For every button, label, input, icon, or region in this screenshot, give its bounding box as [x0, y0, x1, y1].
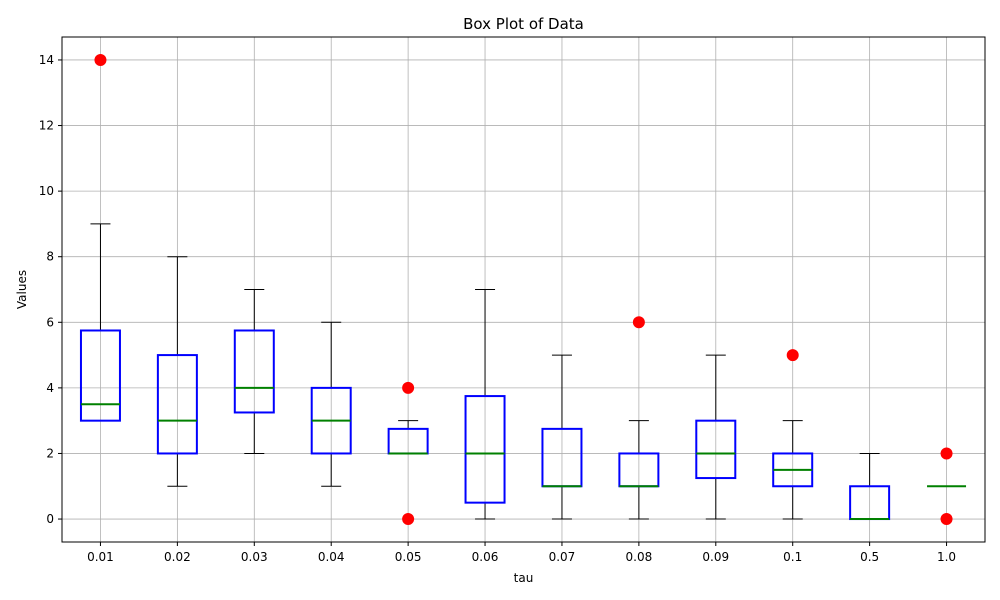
x-tick-label: 0.01	[87, 550, 114, 564]
x-tick-label: 0.04	[318, 550, 345, 564]
x-tick-label: 0.5	[860, 550, 879, 564]
x-tick-label: 0.09	[702, 550, 729, 564]
box-group-0-04	[310, 321, 352, 487]
box-group-0-05	[387, 381, 429, 526]
box-group-0-07	[541, 354, 583, 520]
y-tick-label: 2	[46, 446, 54, 460]
plot-frame	[61, 36, 986, 543]
y-tick-label: 10	[39, 184, 54, 198]
box-group-0-09	[695, 354, 737, 520]
outlier-point	[940, 513, 953, 526]
outlier-point	[786, 349, 799, 362]
y-tick-label: 0	[46, 512, 54, 526]
x-tick-label: 0.06	[472, 550, 499, 564]
y-tick-label: 4	[46, 381, 54, 395]
outlier-point	[402, 513, 415, 526]
x-tick-label: 0.05	[395, 550, 422, 564]
grid-layer	[62, 37, 985, 542]
x-tick-label: 1.0	[937, 550, 956, 564]
tick-layer: 0 2 4 6 8 10 12 14 0.01 0.02 0.03 0.04 0.05 0.06 0.07 0…	[39, 53, 956, 564]
box-group-0-02	[156, 256, 198, 487]
y-tick-label: 6	[46, 315, 54, 329]
box-iqr	[695, 419, 737, 480]
box-layer	[79, 53, 967, 526]
box-iqr	[79, 329, 121, 422]
x-tick-label: 0.1	[783, 550, 802, 564]
outlier-point	[94, 53, 107, 66]
box-group-0-01	[79, 53, 121, 422]
box-group-0-08	[618, 316, 660, 520]
x-tick-label: 0.08	[626, 550, 653, 564]
box-iqr	[156, 354, 198, 455]
outlier-point	[632, 316, 645, 329]
box-group-1-0	[927, 447, 967, 526]
y-axis-title: Values	[15, 270, 29, 309]
box-group-0-03	[233, 289, 275, 454]
box-iqr	[464, 395, 506, 504]
outlier-point	[940, 447, 953, 460]
y-tick-label: 12	[39, 119, 54, 133]
y-tick-label: 14	[39, 53, 54, 67]
box-group-0-06	[464, 289, 506, 520]
x-tick-label: 0.02	[164, 550, 191, 564]
chart-title: Box Plot of Data	[463, 15, 584, 33]
box-group-0-1	[772, 349, 814, 520]
x-tick-label: 0.07	[549, 550, 576, 564]
outlier-point	[402, 381, 415, 394]
x-axis-title: tau	[514, 571, 534, 585]
box-group-0-5	[849, 452, 891, 521]
x-tick-label: 0.03	[241, 550, 268, 564]
y-tick-label: 8	[46, 250, 54, 264]
box-iqr	[233, 329, 275, 414]
